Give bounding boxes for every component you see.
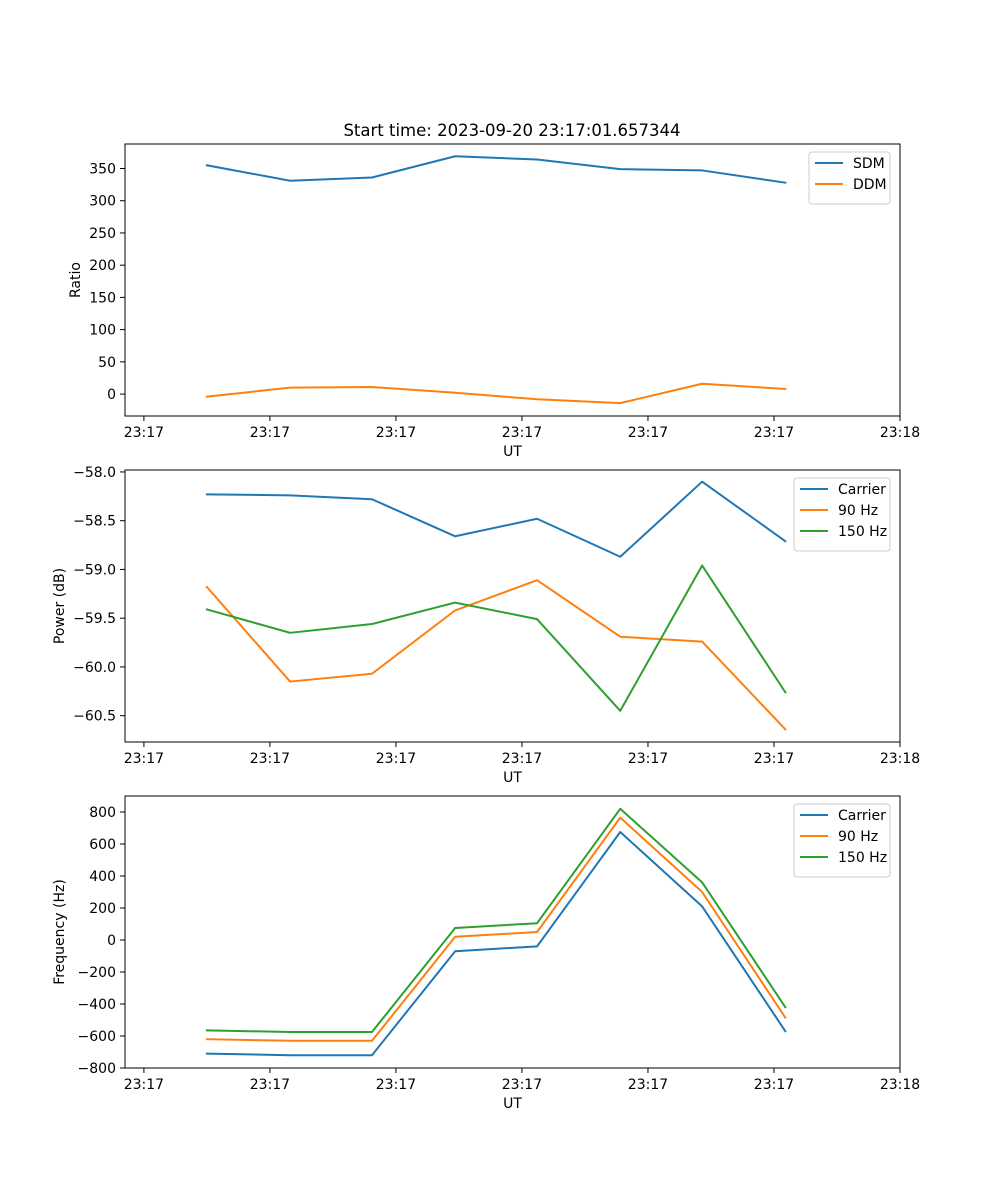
plot1-y-tick-label-2: 50: [98, 355, 116, 371]
plot1-x-axis-label: UT: [503, 444, 522, 460]
plot1-x-tick-label-7: 23:18: [880, 425, 920, 441]
plot3-legend-box: [793, 803, 891, 878]
plot3-axes-frame: [124, 795, 901, 1069]
plot1-y-tick-label-6: 250: [89, 226, 116, 242]
plot2-x-tick-label-3: 23:17: [376, 751, 416, 767]
plot1-group: 23:17 23:17 23:17 23:17 23:17 23:17 23:18 0 50 10…: [68, 143, 920, 460]
plot2-axes-frame: [124, 469, 901, 743]
plot2-y-tick-label-2: −58.5: [73, 514, 116, 530]
plot2-y-axis-label: Power (dB): [52, 568, 68, 644]
plot3-x-tick-label-6: 23:17: [754, 1077, 794, 1093]
plot1-y-tick-label-8: 350: [89, 161, 116, 177]
plot1-x-tick-label-5: 23:17: [628, 425, 668, 441]
plot1-legend-box: [808, 151, 891, 205]
plot2-x-tick-label-5: 23:17: [628, 751, 668, 767]
plot2-x-tick-label-1: 23:17: [124, 751, 164, 767]
plot3-x-tick-label-5: 23:17: [628, 1077, 668, 1093]
plot2-y-tick-label-3: −59.0: [73, 562, 116, 578]
plot3-y-tick-label-4: 200: [89, 901, 116, 917]
plot3-y-tick-label-3: 400: [89, 869, 116, 885]
plot3-y-tick-label-9: −800: [78, 1061, 116, 1077]
plot1-x-tick-label-6: 23:17: [754, 425, 794, 441]
plot2-series-1-line: [205, 480, 787, 558]
plot3-y-tick-label-2: 600: [89, 837, 116, 853]
plot1-y-tick-label-1: 0: [107, 387, 116, 403]
plot3-x-tick-label-3: 23:17: [376, 1077, 416, 1093]
plot1-series-2-line: [205, 382, 787, 405]
plot3-y-tick-label-1: 800: [89, 805, 116, 821]
plots-container: 23:17 23:17 23:17 23:17 23:17 23:17 23:18 0 50 10…: [52, 143, 920, 1112]
plot2-legend-label-3: 150 Hz: [838, 524, 887, 540]
plot3-legend-label-3: 150 Hz: [838, 850, 887, 866]
plot1-y-tick-label-3: 100: [89, 323, 116, 339]
plot3-y-tick-label-5: 0: [107, 933, 116, 949]
plot3-series-1-line: [205, 831, 787, 1057]
plot1-y-tick-label-7: 300: [89, 194, 116, 210]
plot3-y-tick-label-6: −200: [78, 965, 116, 981]
plot3-x-tick-label-4: 23:17: [502, 1077, 542, 1093]
plot3-series-3-line: [205, 807, 787, 1033]
plot1-x-tick-label-1: 23:17: [124, 425, 164, 441]
plot3-series-2-line: [205, 816, 787, 1042]
plot1-x-tick-label-3: 23:17: [376, 425, 416, 441]
plot3-y-tick-label-8: −600: [78, 1029, 116, 1045]
plot2-group: 23:17 23:17 23:17 23:17 23:17 23:17 23:18 −58.0…: [52, 465, 920, 786]
plot2-series-3-line: [205, 564, 787, 712]
plot1-x-tick-label-2: 23:17: [250, 425, 290, 441]
plot2-legend-label-1: Carrier: [838, 482, 886, 498]
plot1-y-tick-label-4: 150: [89, 290, 116, 306]
plot1-y-tick-label-5: 200: [89, 258, 116, 274]
plot2-legend-label-2: 90 Hz: [838, 503, 878, 519]
figure-title: Start time: 2023-09-20 23:17:01.657344: [343, 121, 680, 140]
plot2-y-tick-label-1: −58.0: [73, 465, 116, 481]
plot2-x-tick-label-6: 23:17: [754, 751, 794, 767]
plot3-x-tick-label-1: 23:17: [124, 1077, 164, 1093]
plot2-y-tick-label-4: −59.5: [73, 611, 116, 627]
plot3-x-axis-label: UT: [503, 1096, 522, 1112]
plot3-y-tick-label-7: −400: [78, 997, 116, 1013]
plot3-y-axis-label: Frequency (Hz): [52, 879, 68, 985]
plot1-x-tick-label-4: 23:17: [502, 425, 542, 441]
plot2-x-tick-label-2: 23:17: [250, 751, 290, 767]
plot1-legend-label-1: SDM: [853, 156, 885, 172]
plot3-legend-label-2: 90 Hz: [838, 829, 878, 845]
plot1-series-1-line: [205, 155, 787, 184]
plot2-y-tick-label-5: −60.0: [73, 660, 116, 676]
plot2-x-axis-label: UT: [503, 770, 522, 786]
plot1-legend-label-2: DDM: [853, 177, 887, 193]
plot2-x-tick-label-7: 23:18: [880, 751, 920, 767]
plot3-legend-label-1: Carrier: [838, 808, 886, 824]
plot2-legend-box: [793, 477, 891, 552]
plot1-axes-frame: [124, 143, 901, 417]
plot1-y-axis-label: Ratio: [68, 262, 84, 298]
plot2-y-tick-label-6: −60.5: [73, 709, 116, 725]
plot2-x-tick-label-4: 23:17: [502, 751, 542, 767]
plot3-group: 23:17 23:17 23:17 23:17 23:17 23:17 23:18 800 60…: [52, 795, 920, 1112]
plot3-x-tick-label-2: 23:17: [250, 1077, 290, 1093]
plot3-x-tick-label-7: 23:18: [880, 1077, 920, 1093]
plot2-series-2-line: [205, 579, 787, 731]
